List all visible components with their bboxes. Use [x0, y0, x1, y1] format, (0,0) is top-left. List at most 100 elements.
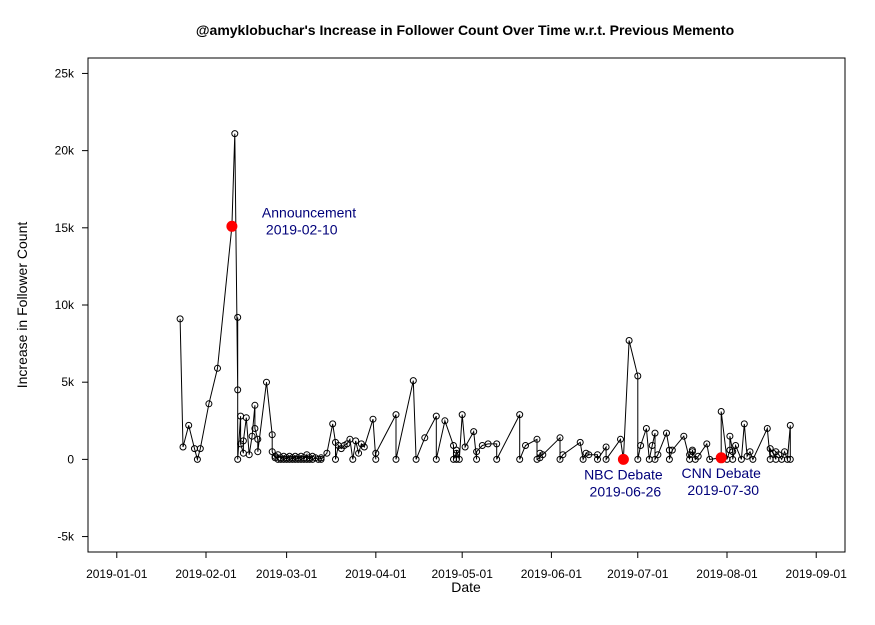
y-tick-label: 15k [55, 221, 75, 235]
data-point [473, 448, 481, 456]
data-point [432, 455, 440, 463]
data-point [263, 378, 270, 386]
data-point [694, 452, 702, 460]
data-point [473, 455, 481, 463]
data-point [455, 455, 463, 463]
data-point [196, 445, 204, 453]
data-point [594, 455, 601, 463]
highlight-point [226, 220, 238, 232]
data-point [452, 446, 460, 454]
x-tick-label: 2019-02-01 [175, 567, 237, 581]
data-point [248, 432, 256, 440]
data-point [205, 400, 213, 408]
annotation-label: NBC Debate [584, 466, 663, 482]
data-point [533, 435, 541, 443]
data-point [732, 442, 740, 449]
annotation-date: 2019-06-26 [590, 483, 662, 499]
data-point [706, 455, 714, 463]
data-point [729, 455, 737, 463]
series-layer [176, 130, 794, 463]
data-point [349, 455, 357, 463]
data-point [665, 455, 673, 463]
data-point [746, 448, 754, 456]
data-point [193, 455, 201, 463]
data-point [392, 411, 400, 419]
data-point [234, 313, 242, 321]
data-point [421, 434, 429, 442]
data-point [372, 449, 380, 457]
data-point [559, 451, 567, 459]
data-point [749, 455, 757, 463]
data-point [637, 442, 645, 449]
data-point [726, 432, 734, 440]
data-point [409, 377, 417, 385]
x-axis: 2019-01-01 2019-02-01 2019-03-01 2019-04-01… [86, 551, 848, 581]
data-point [179, 443, 187, 451]
x-tick-label: 2019-04-01 [345, 567, 407, 581]
data-point [786, 455, 794, 463]
x-tick-label: 2019-09-01 [786, 567, 848, 581]
x-tick-label: 2019-01-01 [86, 567, 148, 581]
annotation-date: 2019-02-10 [266, 221, 338, 237]
data-point [441, 417, 449, 425]
annotation-date: 2019-07-30 [687, 482, 759, 498]
x-tick-label: 2019-06-01 [521, 567, 583, 581]
data-point [214, 364, 221, 372]
y-tick-label: 25k [55, 66, 75, 80]
data-point [663, 429, 670, 437]
data-point [602, 455, 610, 463]
data-point [329, 420, 337, 428]
data-point [369, 415, 377, 423]
x-tick-label: 2019-08-01 [696, 567, 758, 581]
data-point [539, 451, 547, 459]
data-point [516, 411, 524, 419]
data-point [452, 455, 460, 463]
data-point [729, 448, 737, 456]
annotation-label: Announcement [262, 204, 356, 220]
data-point [332, 455, 339, 463]
x-tick-label: 2019-05-01 [431, 567, 493, 581]
data-point [576, 438, 584, 446]
data-point [594, 451, 601, 459]
data-point [781, 448, 789, 456]
data-point [185, 421, 193, 429]
y-axis-label: Increase in Follower Count [14, 222, 30, 389]
data-point [392, 455, 400, 463]
data-point [268, 431, 276, 439]
data-point [461, 443, 469, 451]
chart-title: @amyklobuchar's Increase in Follower Cou… [196, 22, 734, 38]
data-point [737, 455, 745, 463]
y-axis: -5k 0 5k 10k 15k 20k 25k [55, 66, 89, 544]
data-point [703, 440, 711, 448]
data-point [654, 451, 662, 459]
data-point [458, 411, 466, 419]
data-point [783, 455, 791, 463]
data-point [763, 425, 771, 432]
data-point [176, 315, 184, 323]
data-point [412, 455, 420, 463]
data-point [680, 432, 688, 440]
x-axis-label: Date [451, 579, 481, 595]
data-point [522, 442, 529, 449]
y-tick-label: 20k [55, 144, 75, 158]
data-point [665, 446, 673, 454]
data-point [579, 455, 587, 463]
data-point [668, 446, 676, 454]
x-tick-label: 2019-07-01 [607, 567, 669, 581]
data-point [493, 455, 501, 463]
data-point [234, 455, 242, 463]
data-point [254, 448, 262, 456]
data-point [432, 412, 440, 420]
y-tick-label: 10k [55, 298, 75, 312]
y-tick-label: 5k [61, 375, 75, 389]
highlight-point [715, 452, 727, 464]
data-point [352, 437, 360, 445]
data-point [516, 455, 524, 463]
data-point [602, 443, 610, 451]
data-point [648, 442, 656, 449]
y-tick-label: -5k [57, 530, 75, 544]
data-point [625, 337, 633, 344]
data-point [242, 414, 250, 422]
